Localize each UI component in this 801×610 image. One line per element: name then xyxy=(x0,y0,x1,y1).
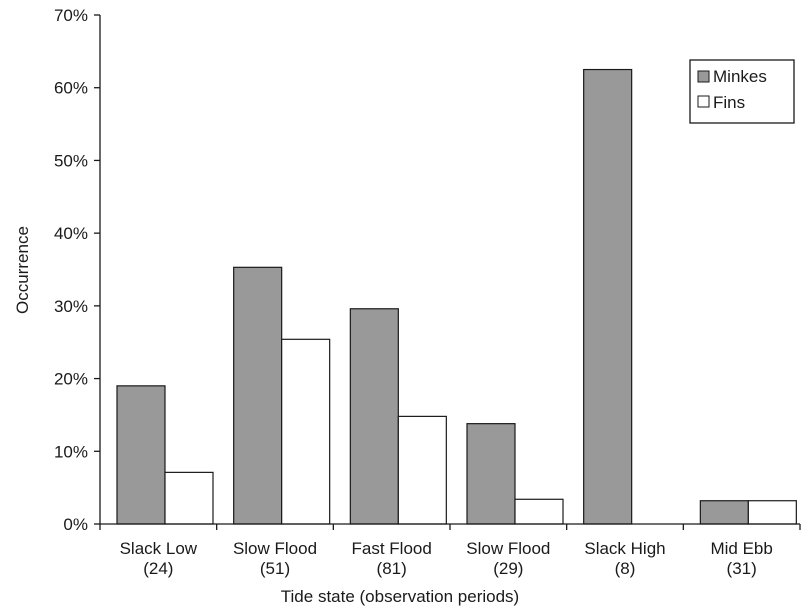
bar-fins-0 xyxy=(164,471,214,525)
bar-fins-1 xyxy=(281,338,331,525)
x-tick-label: Slack Low xyxy=(120,539,198,558)
y-tick-label: 10% xyxy=(54,442,88,461)
y-tick-label: 0% xyxy=(63,515,88,534)
x-tick-label: Fast Flood xyxy=(352,539,432,558)
legend-label-minkes: Minkes xyxy=(713,67,767,86)
y-tick-label: 40% xyxy=(54,224,88,243)
legend-swatch-minkes xyxy=(697,70,710,83)
y-axis-title: Occurrence xyxy=(13,226,32,314)
y-ticks-group: 0% 10% 20% 30% 40% 50% 60% 70% xyxy=(54,6,100,534)
legend-box xyxy=(689,59,795,124)
x-tick-label: Slow Flood xyxy=(233,539,317,558)
x-tick-label: (8) xyxy=(615,559,636,578)
legend-label-fins: Fins xyxy=(713,93,745,112)
y-tick-label: 30% xyxy=(54,297,88,316)
x-tick-label: Slow Flood xyxy=(466,539,550,558)
bar-minkes-0 xyxy=(116,385,166,525)
x-tick-label: (51) xyxy=(260,559,290,578)
bars-group xyxy=(116,68,797,525)
bar-minkes-5 xyxy=(699,500,749,525)
y-tick-label: 60% xyxy=(54,79,88,98)
bar-fins-2 xyxy=(397,415,447,525)
bar-minkes-4 xyxy=(583,68,633,525)
bar-fins-3 xyxy=(514,498,564,525)
y-tick-label: 20% xyxy=(54,370,88,389)
legend: Minkes Fins xyxy=(689,59,795,124)
bar-fins-5 xyxy=(747,500,797,525)
x-tick-label: Mid Ebb xyxy=(710,539,772,558)
x-tick-label: Slack High xyxy=(584,539,665,558)
legend-swatch-fins xyxy=(697,95,710,108)
bar-minkes-3 xyxy=(466,423,516,525)
x-ticks-group: Slack Low(24)Slow Flood(51)Fast Flood(81… xyxy=(99,524,801,578)
x-tick-label: (24) xyxy=(143,559,173,578)
x-tick-label: (29) xyxy=(493,559,523,578)
y-tick-label: 50% xyxy=(54,151,88,170)
x-tick-label: (81) xyxy=(377,559,407,578)
y-tick-label: 70% xyxy=(54,6,88,25)
bar-minkes-2 xyxy=(349,308,399,525)
x-axis-title: Tide state (observation periods) xyxy=(281,587,519,606)
x-tick-label: (31) xyxy=(727,559,757,578)
bar-minkes-1 xyxy=(233,266,283,525)
